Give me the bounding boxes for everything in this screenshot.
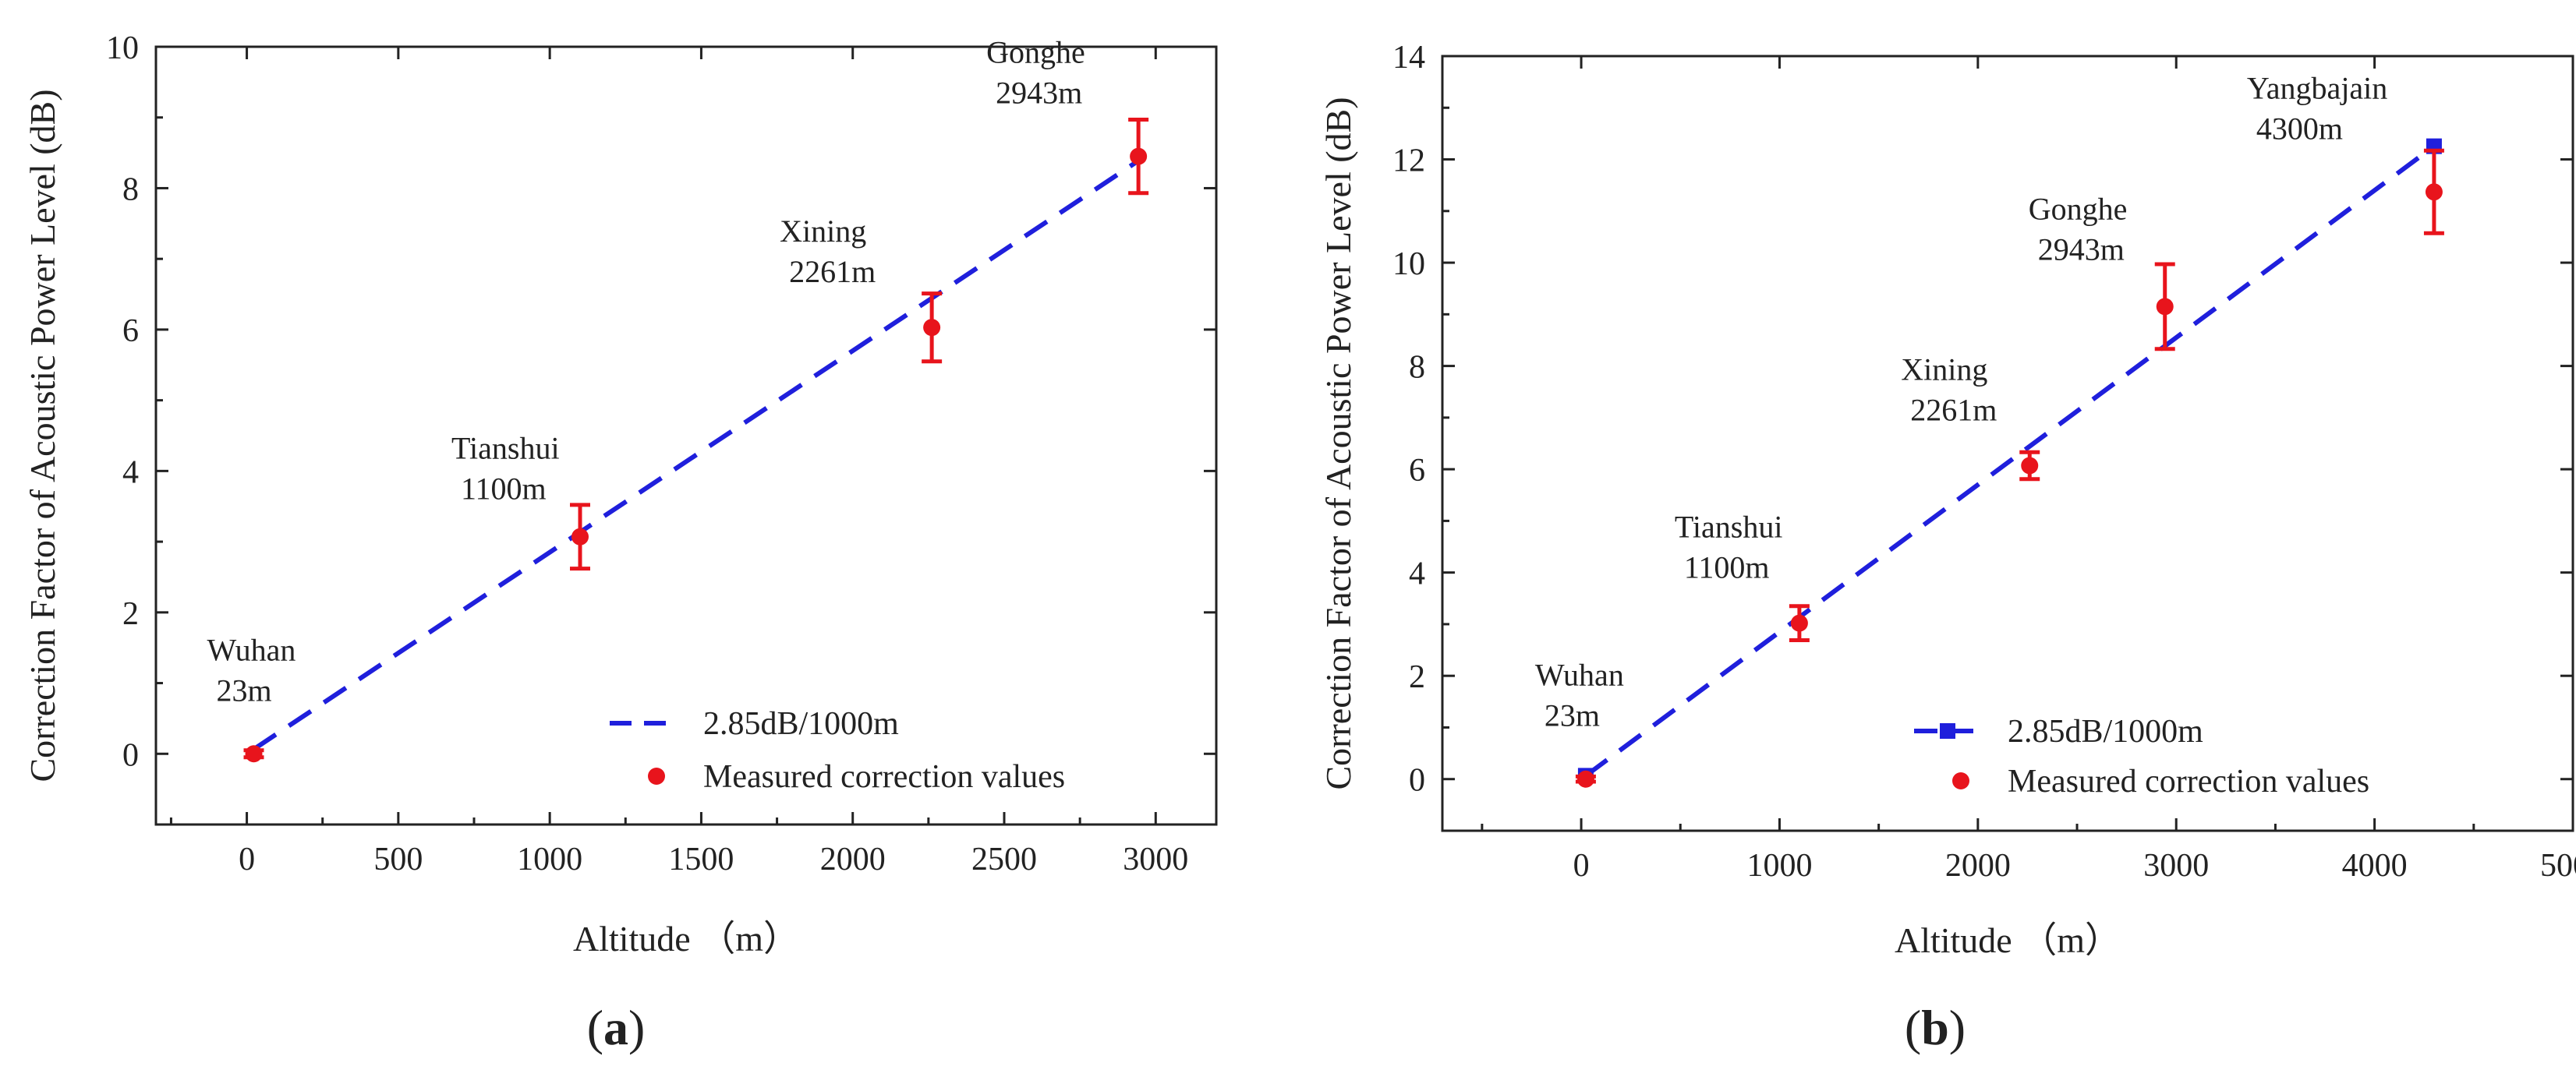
data-point [923, 319, 941, 337]
measured-point-tianshui [1789, 604, 1810, 642]
data-point [2156, 298, 2174, 316]
legend-measured-swatch [1952, 772, 1969, 789]
y-tick-label: 0 [122, 737, 139, 773]
site-altitude-label: 4300m [2256, 111, 2343, 146]
data-point [2021, 457, 2039, 475]
site-altitude-label: 23m [1545, 698, 1600, 733]
y-tick-label: 6 [122, 313, 139, 349]
panel-label: (b) [1905, 1000, 1966, 1055]
x-tick-label: 4000 [2342, 848, 2408, 884]
x-tick-label: 0 [1573, 848, 1590, 884]
y-tick-label: 6 [1409, 453, 1425, 489]
y-tick-label: 4 [122, 454, 139, 490]
measured-point-gonghe [2154, 262, 2175, 351]
plot-frame [154, 45, 1218, 826]
x-tick-label: 1000 [1746, 848, 1812, 884]
site-name-label: Wuhan [1535, 658, 1624, 693]
y-axis-title: Correction Factor of Acoustic Power Leve… [1318, 97, 1358, 789]
legend-measured-label: Measured correction values [2008, 764, 2369, 800]
x-axis-title: Altitude （m） [573, 919, 799, 959]
y-axis-title: Correction Factor of Acoustic Power Leve… [23, 89, 62, 782]
y-tick-label: 14 [1392, 40, 1425, 76]
site-altitude-label: 1100m [1684, 550, 1770, 585]
site-name-label: Tianshui [1675, 510, 1783, 545]
site-name-label: Gonghe [2029, 191, 2128, 226]
x-tick-label: 1500 [668, 842, 734, 877]
measured-point-yangbajain [2423, 148, 2444, 235]
y-tick-label: 0 [1409, 763, 1425, 799]
x-tick-label: 2000 [1945, 848, 2011, 884]
data-point [245, 745, 263, 763]
fit-line [1584, 144, 2436, 778]
data-point [1576, 770, 1594, 788]
measured-point-wuhan [1575, 770, 1596, 788]
legend: 2.85dB/1000m Measured correction values [1914, 714, 2369, 800]
y-tick-label: 10 [1392, 246, 1425, 282]
chart-panel-b: 0 1000 2000 3000 4000 5000 0 2 4 6 8 10 12 14 Altitude… [1318, 40, 2576, 1055]
x-tick-label: 2000 [820, 842, 886, 877]
measured-point-xining [922, 291, 943, 364]
site-altitude-label: 2943m [996, 76, 1082, 111]
x-tick-label: 500 [373, 842, 423, 877]
site-name-label: Xining [780, 214, 866, 249]
site-altitude-label: 23m [217, 673, 272, 708]
legend-fit-label: 2.85dB/1000m [2008, 714, 2203, 750]
x-axis-title: Altitude （m） [1895, 920, 2121, 960]
y-tick-label: 8 [122, 171, 139, 207]
legend-measured-swatch [648, 768, 665, 785]
legend-measured-label: Measured correction values [703, 759, 1065, 795]
site-altitude-label: 2943m [2038, 231, 2125, 267]
x-tick-label: 2500 [971, 842, 1037, 877]
y-tick-label: 8 [1409, 350, 1425, 386]
site-name-label: Gonghe [986, 35, 1085, 70]
site-altitude-label: 2261m [789, 254, 876, 289]
measured-point-wuhan [243, 745, 264, 763]
data-point [1130, 147, 1148, 165]
site-name-label: Yangbajain [2247, 70, 2387, 105]
plot-frame [1441, 55, 2574, 832]
panel-label: (a) [587, 1000, 646, 1055]
x-tick-label: 0 [239, 842, 255, 877]
site-name-label: Xining [1901, 351, 1987, 387]
site-altitude-label: 2261m [1910, 392, 1997, 427]
site-name-label: Wuhan [207, 632, 296, 667]
x-tick-label: 5000 [2540, 848, 2576, 884]
data-point [1790, 614, 1808, 632]
legend-fit-label: 2.85dB/1000m [703, 706, 899, 742]
measured-point-gonghe [1128, 117, 1149, 196]
y-tick-label: 4 [1409, 556, 1425, 592]
legend-fit-marker [1940, 723, 1955, 739]
measured-point-tianshui [570, 503, 590, 571]
y-tick-label: 2 [122, 596, 139, 632]
x-tick-label: 3000 [2143, 848, 2209, 884]
y-tick-label: 2 [1409, 659, 1425, 695]
measured-point-xining [2019, 450, 2040, 482]
y-tick-label: 10 [106, 30, 139, 66]
y-tick-label: 12 [1392, 143, 1425, 179]
x-tick-label: 1000 [517, 842, 582, 877]
data-point [2425, 183, 2443, 201]
data-point [571, 528, 589, 546]
x-tick-label: 3000 [1123, 842, 1188, 877]
site-name-label: Tianshui [451, 431, 560, 466]
site-altitude-label: 1100m [461, 471, 547, 507]
chart-panel-a: 0 500 1000 1500 2000 2500 3000 0 2 4 6 8 10 Altitude … [23, 30, 1218, 1055]
legend: 2.85dB/1000m Measured correction values [610, 706, 1065, 795]
fit-line [252, 158, 1140, 751]
